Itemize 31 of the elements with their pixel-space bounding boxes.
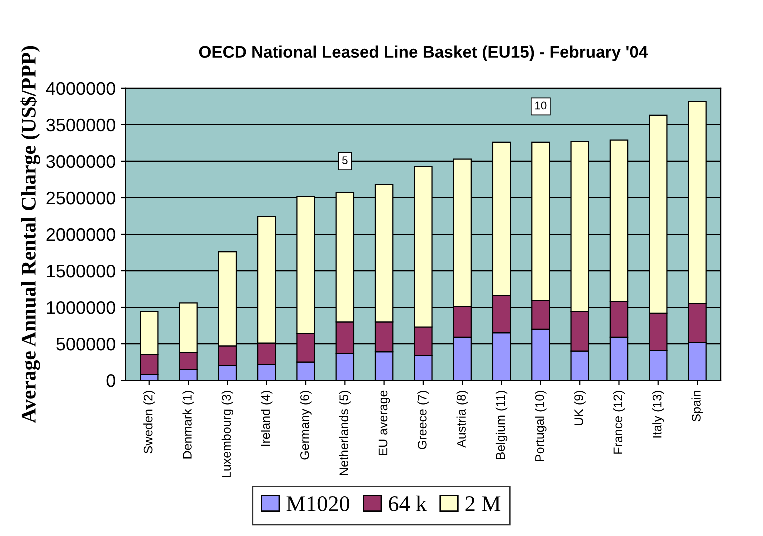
- x-tick-label: Denmark (1): [182, 391, 194, 459]
- y-tick-label: 2500000: [46, 192, 116, 205]
- x-tick-label: Austria (8): [456, 391, 468, 448]
- y-tick-label: 3500000: [46, 118, 116, 132]
- y-tick-label: 3000000: [46, 155, 116, 168]
- x-tick-label: Sweden (2): [144, 391, 156, 454]
- x-tick-label: Ireland (4): [261, 391, 273, 446]
- x-tick-label: France (12): [613, 391, 626, 454]
- x-tick-label: Spain: [692, 391, 704, 422]
- annotation: 5: [342, 156, 348, 164]
- y-tick-label: 1500000: [47, 264, 116, 278]
- x-tick-label: Belgium (11): [496, 391, 508, 460]
- legend-label: 2 M: [466, 496, 501, 512]
- x-tick-label: Italy (13): [652, 391, 664, 438]
- x-tick-label: UK (9): [574, 391, 586, 426]
- y-tick-label: 2000000: [46, 228, 116, 242]
- y-tick-label: 1000000: [47, 301, 116, 314]
- annotation: 10: [536, 102, 547, 110]
- x-tick-label: EU average: [378, 390, 390, 456]
- legend-label: M1020: [286, 496, 350, 512]
- x-tick-label: Luxembourg (3): [222, 391, 234, 478]
- chart-title: OECD National Leased Line Basket (EU15) - February '04: [199, 46, 648, 62]
- legend-label: 64 k: [389, 496, 428, 512]
- x-tick-label: Netherlands (5): [339, 391, 351, 476]
- y-tick-label: 0: [106, 374, 116, 388]
- y-axis-title: Average Annual Rental Charge (US$/PPP): [20, 46, 40, 424]
- x-tick-label: Greece (7): [418, 391, 430, 450]
- x-tick-label: Germany (6): [300, 391, 312, 460]
- y-tick-label: 500000: [56, 338, 116, 351]
- x-tick-label: Portugal (10): [535, 391, 547, 462]
- y-tick-label: 4000000: [46, 82, 116, 96]
